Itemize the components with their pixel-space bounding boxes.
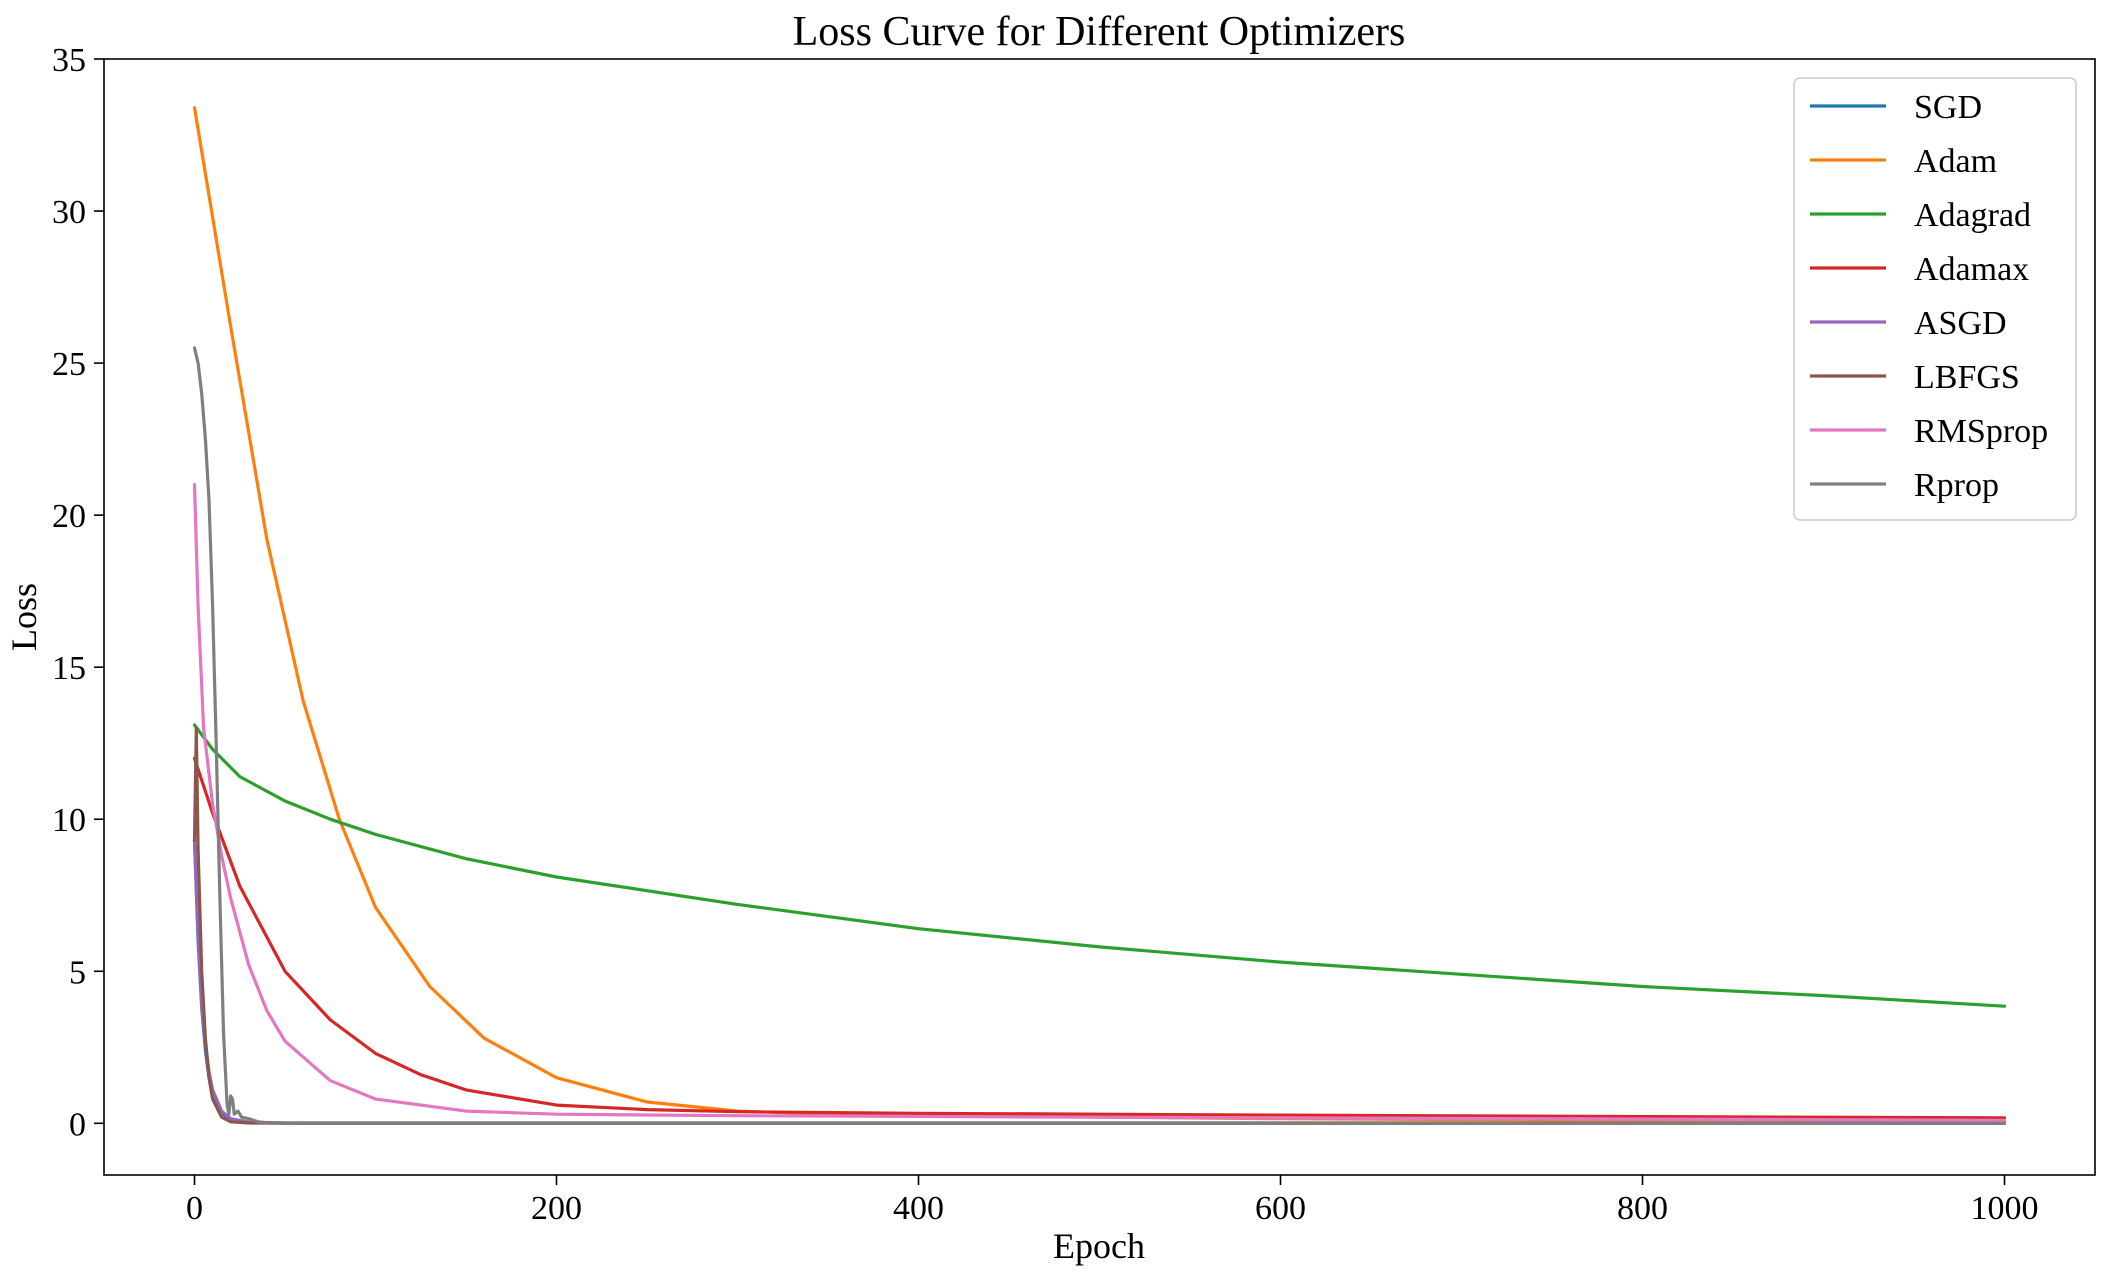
x-axis: 0 200 400 600 800 1000 (186, 1175, 2039, 1227)
series-line-rprop (192, 346, 2007, 1125)
x-tick-label: 1000 (1971, 1190, 2039, 1227)
legend-label-lbfgs: LBFGS (1914, 359, 2020, 396)
y-tick-label: 0 (69, 1106, 86, 1143)
series-line-adamax (192, 756, 2007, 1120)
y-tick-label: 35 (52, 42, 86, 79)
series-line-asgd (192, 838, 2007, 1125)
legend-label-asgd: ASGD (1914, 305, 2007, 342)
legend-label-rmsprop: RMSprop (1914, 413, 2048, 450)
legend-box (1793, 77, 2077, 521)
legend-label-rprop: Rprop (1914, 467, 1999, 504)
y-tick-label: 30 (52, 194, 86, 231)
y-tick-label: 20 (52, 498, 86, 535)
y-axis-label: Loss (4, 583, 44, 651)
x-axis-label: Epoch (1053, 1226, 1145, 1266)
chart-title: Loss Curve for Different Optimizers (793, 9, 1406, 55)
y-tick-label: 25 (52, 346, 86, 383)
legend: SGD Adam Adagrad Adamax ASGD LBFGS RMSprop Rpro… (1793, 77, 2077, 521)
series-line-lbfgs (192, 726, 2007, 1125)
legend-label-adagrad: Adagrad (1914, 197, 2031, 234)
x-tick-label: 200 (531, 1190, 582, 1227)
x-tick-label: 600 (1255, 1190, 1306, 1227)
plot-frame (103, 58, 2096, 1176)
y-tick-label: 10 (52, 802, 86, 839)
series-line-sgd (192, 838, 2007, 1125)
legend-label-adamax: Adamax (1914, 251, 2029, 288)
legend-label-adam: Adam (1914, 143, 1997, 180)
y-tick-label: 5 (69, 954, 86, 991)
y-axis: 0 5 10 15 20 25 30 35 (52, 42, 104, 1143)
x-tick-label: 0 (186, 1190, 203, 1227)
x-tick-label: 400 (893, 1190, 944, 1227)
x-tick-label: 800 (1617, 1190, 1668, 1227)
series-line-adagrad (192, 723, 2007, 1008)
series-layer (192, 106, 2007, 1125)
series-line-adam (192, 106, 2007, 1124)
legend-label-sgd: SGD (1914, 89, 1982, 126)
series-line-rmsprop (192, 483, 2007, 1122)
y-tick-label: 15 (52, 650, 86, 687)
